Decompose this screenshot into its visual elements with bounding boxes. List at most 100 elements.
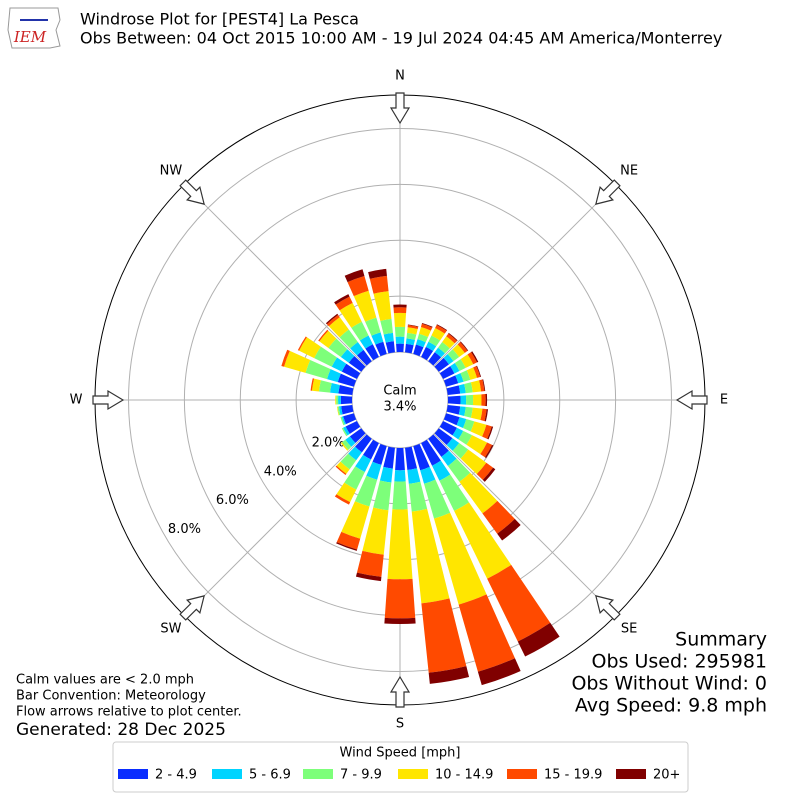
bar-segment [434,428,453,445]
bar-segment [310,378,315,391]
bar-segment [392,481,408,510]
generated: Generated: 28 Dec 2025 [16,720,226,740]
bar-segment [413,344,424,357]
bar-segment [350,341,364,356]
bar-segment [407,327,418,335]
bar-segment [349,428,366,444]
legend-label: 5 - 6.9 [249,768,291,783]
bar-segment [456,417,467,429]
bar-segment [443,413,460,426]
flow-arrow [389,675,411,708]
calm-value: 3.4% [383,400,416,415]
bar-segment [393,312,407,328]
bar-segment [419,327,431,338]
bar-segment [452,344,465,358]
x-tick-label: NW [160,163,183,178]
bar-segment [411,508,450,604]
bar-segment [517,622,560,657]
bar-segment [421,322,433,328]
bar-segment [355,434,372,453]
bar-segment [337,406,341,416]
bar-segment [405,446,418,470]
bar-segment [343,413,357,425]
logo-outline [7,7,61,49]
bar-segment [459,472,498,514]
bar-segment [460,341,469,351]
bar-segment [284,350,311,373]
bar-segment [434,347,445,358]
bar-segment [347,275,369,297]
bar-segment [394,326,406,337]
x-tick-label: N [395,69,405,84]
bar-segment [318,329,329,342]
grid-spoke [183,183,367,367]
bar-segment [476,365,482,377]
legend-label: 15 - 19.9 [544,768,602,783]
note: Calm values are < 2.0 mph [16,673,194,688]
bar-segment [466,435,488,455]
bar-segment [340,453,357,470]
bar-segment [373,291,392,321]
bar-segment [406,332,417,340]
legend-label: 10 - 14.9 [435,768,493,783]
bar-segment [441,450,457,466]
bar-segment [365,317,381,336]
bar-segment [428,352,442,366]
note: Flow arrows relative to plot center. [16,705,242,720]
bar-segment [336,406,340,416]
flow-arrow [595,179,621,205]
bar-segment [428,335,441,347]
bar-segment [394,470,406,482]
summary-line: Obs Used: 295981 [592,651,767,673]
bar-segment [373,480,392,511]
bar-segment [330,382,340,394]
bar-segment [384,578,416,619]
subtitle: Obs Between: 04 Oct 2015 10:00 AM - 19 J… [80,29,722,48]
bar-segment [341,416,346,425]
bar-segment [341,501,370,539]
x-tick-label: NE [620,163,638,178]
bar-segment [480,408,487,422]
bar-segment [439,474,470,511]
summary-title: Summary [675,629,767,651]
bar-segment [383,446,395,469]
bar-segment [372,443,387,465]
bar-segment [446,385,461,395]
bar-segment [434,512,487,605]
flow-arrow-shape [595,179,621,205]
bar-segment [448,332,458,341]
bar-segment [476,462,494,480]
bar-segment [435,324,447,334]
x-tick-label: W [70,393,83,408]
bar-segment [458,594,515,672]
bar-segment [356,550,384,577]
bar-segment [420,323,433,331]
bar-segment [319,330,337,348]
legend-title: Wind Speed [mph] [340,746,461,761]
calm-text: Calm [383,384,416,399]
bar-segment [348,446,362,461]
flow-arrow-shape [389,675,411,708]
bar-segment [334,494,351,505]
bar-segment [497,518,521,541]
bar-segment [425,341,437,351]
bar-segment [407,324,419,327]
legend-swatch [303,769,333,779]
bar-segment [447,458,471,482]
bar-segment [359,335,373,349]
bar-segment [458,406,466,417]
bar-segment [335,395,337,405]
bar-segment [421,439,441,466]
bar-segment [340,395,353,405]
bar-segment [462,419,475,432]
bar-segment [351,321,369,341]
bar-segment [393,304,407,308]
bar-segment [345,421,361,434]
bar-segment [438,341,450,354]
bar-segment [460,449,487,475]
bar-segment [471,351,479,363]
bar-segment [455,373,464,384]
bar-segment [340,349,355,363]
bar-segment [450,363,460,374]
